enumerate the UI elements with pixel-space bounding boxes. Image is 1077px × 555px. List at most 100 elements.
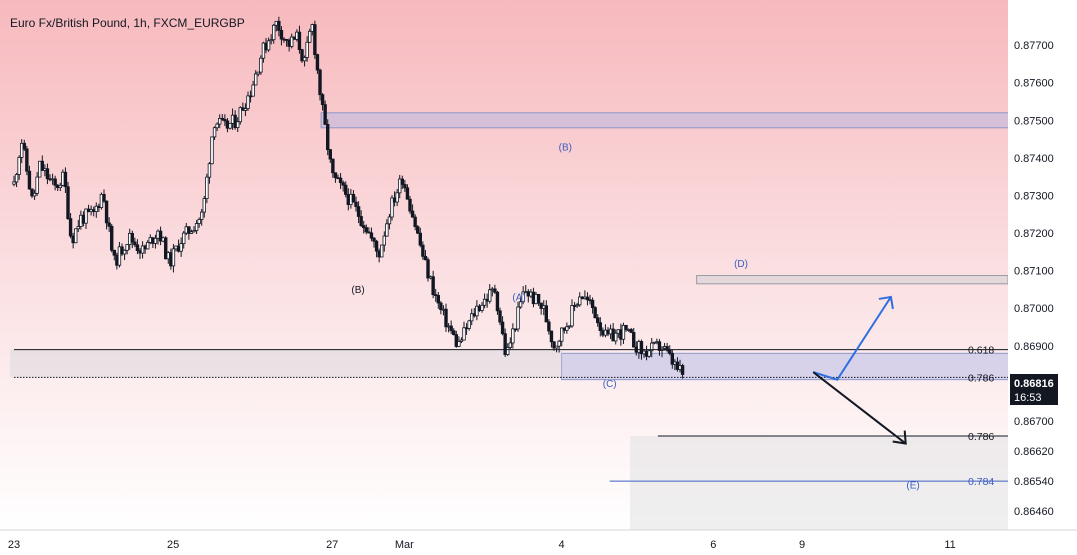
x-tick-label: Mar	[395, 539, 414, 551]
candle-body	[125, 244, 129, 251]
wave-label: (E)	[906, 481, 919, 492]
candle-body	[94, 205, 98, 212]
candle-body	[421, 244, 425, 257]
candle-body	[398, 178, 402, 194]
y-tick-label: 0.86540	[1014, 476, 1054, 488]
candle-body	[300, 49, 304, 62]
candle-body	[410, 210, 415, 218]
y-tick-label: 0.87300	[1014, 190, 1054, 202]
support-band	[10, 349, 562, 378]
candle-body	[521, 291, 525, 303]
candle-body	[418, 232, 422, 246]
candle-body	[369, 232, 374, 239]
candle-body	[202, 198, 206, 213]
candle-body	[243, 108, 248, 111]
x-axis-panel[interactable]	[0, 530, 1077, 555]
fib-level-label: 0.786	[968, 372, 994, 384]
candle-body	[632, 332, 636, 348]
candle-body	[657, 341, 662, 351]
target-zone	[630, 436, 1008, 530]
candle-body	[25, 148, 29, 172]
candle-body	[354, 201, 358, 207]
candle-body	[27, 170, 32, 190]
candle-body	[130, 232, 134, 243]
candle-body	[20, 142, 24, 158]
candle-body	[12, 181, 16, 185]
x-tick-label: 9	[799, 539, 805, 551]
candle-body	[506, 347, 510, 355]
candle-body	[374, 240, 379, 252]
zones-layer	[10, 112, 1042, 530]
candle-body	[331, 158, 335, 174]
candle-body	[223, 119, 227, 122]
candle-body	[76, 226, 80, 230]
candle-body	[385, 223, 389, 237]
candle-body	[508, 342, 512, 348]
candle-body	[621, 324, 626, 340]
candle-body	[554, 345, 559, 349]
candle-body	[462, 327, 466, 341]
candle-body	[164, 237, 168, 260]
candle-body	[102, 193, 106, 202]
candle-body	[416, 226, 420, 234]
candle-body	[431, 276, 435, 296]
candle-body	[459, 339, 464, 342]
candle-body	[596, 317, 600, 324]
candle-body	[575, 304, 579, 307]
y-tick-label: 0.86700	[1014, 416, 1054, 428]
candle-body	[503, 333, 507, 355]
candle-body	[382, 235, 386, 246]
y-tick-label: 0.87100	[1014, 266, 1054, 278]
candle-body	[387, 216, 392, 225]
candle-body	[356, 206, 361, 217]
candle-body	[511, 328, 515, 344]
candle-body	[279, 29, 284, 40]
wave-label: (C)	[603, 379, 617, 390]
candle-body	[254, 73, 258, 86]
candle-body	[158, 230, 163, 242]
candle-body	[107, 222, 111, 227]
candle-body	[315, 54, 320, 71]
candle-body	[439, 302, 443, 311]
y-tick-label: 0.86460	[1014, 506, 1054, 518]
candle-body	[153, 237, 158, 244]
candle-body	[624, 324, 628, 330]
current-price-tag: 0.86816 16:53	[1010, 374, 1058, 405]
candle-body	[408, 198, 412, 212]
candle-body	[187, 226, 191, 234]
x-tick-label: 4	[559, 539, 565, 551]
candle-body	[305, 41, 309, 58]
candle-body	[457, 341, 461, 347]
candle-body	[518, 301, 523, 308]
candle-body	[313, 24, 317, 55]
candle-body	[567, 325, 572, 328]
candle-body	[122, 249, 127, 255]
candle-body	[367, 231, 371, 234]
candle-body	[454, 334, 458, 347]
candle-body	[261, 42, 266, 59]
bar-countdown: 16:53	[1014, 392, 1042, 404]
candle-body	[220, 118, 224, 120]
candle-body	[328, 149, 332, 160]
candle-body	[372, 237, 376, 242]
projection-down-arrow	[812, 371, 907, 445]
candle-body	[380, 244, 384, 258]
projection-up-arrow	[812, 296, 892, 381]
candle-body	[362, 225, 366, 229]
candle-body	[140, 245, 145, 254]
wave-label: (B)	[559, 142, 572, 153]
candle-body	[14, 174, 19, 183]
candle-body	[547, 321, 551, 332]
candle-body	[629, 329, 633, 333]
candle-body	[171, 248, 176, 267]
candle-body	[146, 242, 150, 250]
candle-body	[326, 124, 330, 151]
projection-down-arrowhead	[892, 430, 907, 445]
candle-body	[45, 168, 50, 180]
candle-body	[395, 192, 399, 203]
lines-layer: 0.618 0.786 0.786 0.784	[14, 295, 1008, 488]
fib-level-label: 0.786	[968, 431, 994, 443]
y-axis-panel[interactable]	[1008, 0, 1077, 530]
candle-body	[344, 184, 348, 195]
